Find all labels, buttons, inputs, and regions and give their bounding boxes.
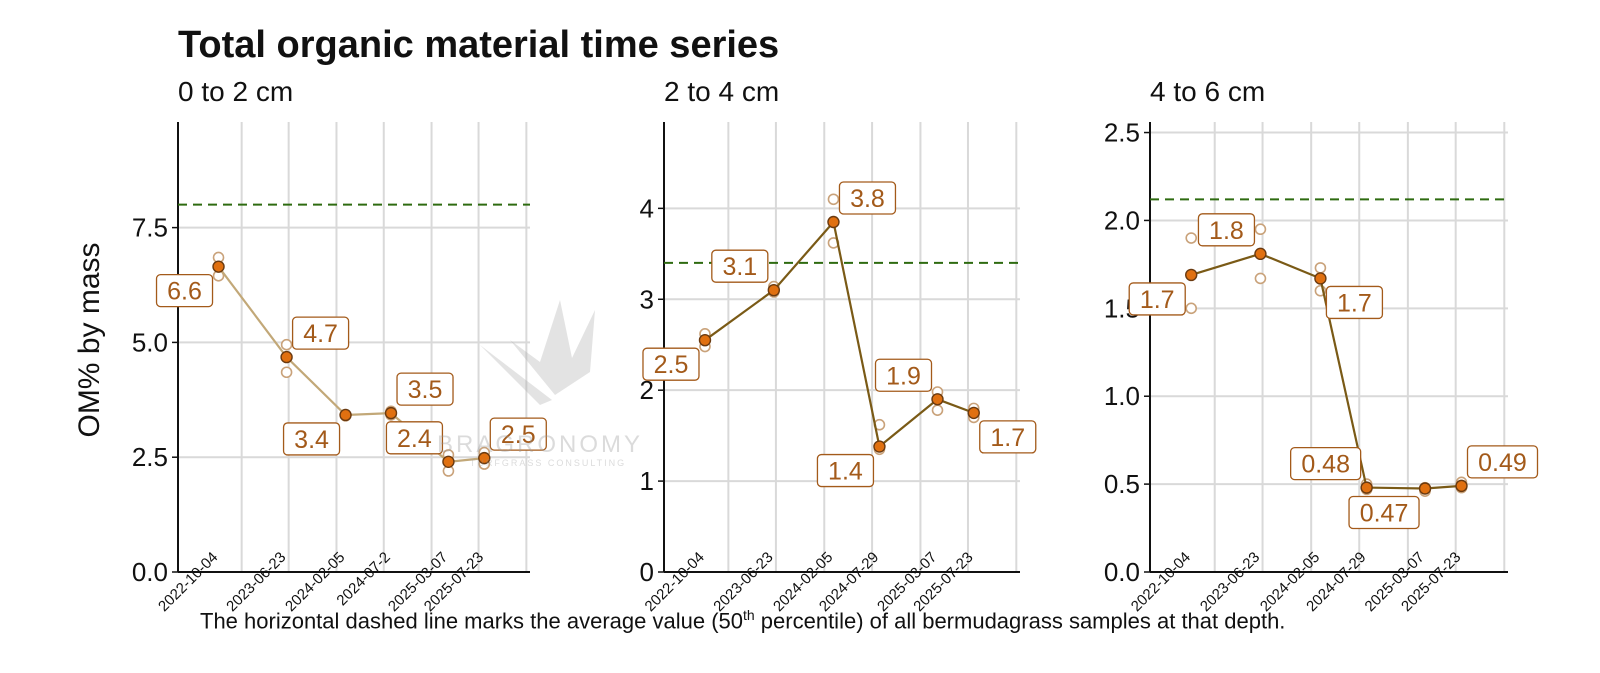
y-tick-label: 5.0 [132,327,168,357]
data-point [212,260,225,273]
caption-superscript: th [743,607,755,623]
data-point [767,283,781,297]
x-tick-label: 2023-06-23 [223,549,289,615]
data-label-box [282,422,341,456]
y-tick-label: 2.0 [1104,205,1140,235]
raw-sample-point [280,366,293,379]
watermark-leaf-icon [510,300,595,395]
data-label: 2.4 [397,425,432,453]
data-label: 1.4 [828,458,863,486]
data-point [442,455,455,468]
data-label-box [1128,282,1186,316]
raw-sample-point [1254,272,1267,285]
data-point [1418,482,1432,495]
data-point [873,440,886,453]
panel-title-0-2cm: 0 to 2 cm [178,76,294,107]
data-label: 3.8 [850,185,885,213]
data-label-box [1325,285,1384,320]
data-point [478,451,491,465]
data-point [931,393,944,406]
data-label: 0.48 [1301,451,1350,479]
data-label-box [979,420,1037,454]
data-label-box [291,316,350,350]
data-point [967,406,980,420]
data-label: 1.7 [1337,289,1372,317]
data-label: 1.8 [1209,217,1244,245]
data-label-box [642,347,700,381]
raw-sample-point [1314,262,1327,274]
watermark-leaf-icon [480,345,552,405]
data-point [827,215,840,229]
y-tick-label: 1.0 [1104,381,1140,411]
data-label-box [874,358,933,392]
caption-text-end: percentile) of all bermudagrass samples … [754,608,1286,634]
y-tick-label: 0 [640,557,654,587]
data-point [1314,272,1327,285]
data-label: 0.47 [1360,500,1409,528]
data-label: 0.49 [1478,449,1527,477]
x-tick-label: 2024-02-05 [282,549,348,615]
data-point [280,350,293,364]
data-label: 1.7 [990,424,1025,452]
data-point [698,333,712,347]
caption: The horizontal dashed line marks the ave… [200,607,1285,634]
series-line [704,219,975,449]
y-tick-label: 0.5 [1104,469,1140,499]
data-label-box [396,372,454,406]
data-label: 6.6 [167,278,202,306]
raw-sample-point [1254,223,1267,236]
data-label: 2.5 [501,421,536,449]
y-tick-label: 7.5 [132,213,168,243]
watermark-subtext: TURFGRASS CONSULTING [470,458,626,468]
y-tick-label: 2.5 [1104,118,1140,148]
data-label: 3.4 [294,426,329,454]
data-label-box [489,417,547,451]
data-point [339,408,352,422]
data-point [1360,481,1373,494]
y-tick-label: 3 [640,284,654,314]
raw-sample-point [1185,232,1198,244]
data-point [1455,479,1468,493]
data-label: 1.9 [886,362,921,390]
data-label-box [838,181,897,215]
raw-sample-point [1185,302,1198,315]
data-point [384,406,398,420]
raw-sample-point [827,193,840,206]
panel-title-4-6cm: 4 to 6 cm [1150,76,1266,107]
watermark-text: BRAGRONOMY [437,431,643,458]
y-tick-label: 2 [640,375,654,405]
data-point [1185,268,1198,282]
y-tick-label: 0.0 [132,557,168,587]
data-label: 3.5 [408,376,443,404]
caption-text-start: The horizontal dashed line marks the ave… [200,608,743,634]
y-tick-label: 4 [640,193,654,223]
raw-sample-point [931,404,944,416]
data-label-box [385,421,444,455]
x-tick-label: 2023-06-23 [1197,549,1263,615]
data-label: 4.7 [303,320,338,348]
y-tick-label: 1 [640,466,654,496]
data-label-box [155,273,214,308]
data-label-box [1289,446,1362,481]
data-label-box [816,453,875,488]
x-tick-label: 2023-06-23 [710,549,776,615]
data-label-box [1197,213,1256,247]
data-label: 3.1 [722,253,757,281]
chart-title: Total organic material time series [178,24,780,66]
panel-title-2-4cm: 2 to 4 cm [664,76,780,107]
y-tick-label: 2.5 [132,442,168,472]
data-label: 1.7 [1140,286,1175,314]
data-label-box [1348,495,1420,530]
data-label-box [711,249,769,283]
y-tick-label: 0.0 [1104,557,1140,587]
data-label: 2.5 [654,351,689,379]
data-point [1254,247,1267,261]
raw-sample-point [280,338,293,351]
data-label-box [1466,445,1539,479]
